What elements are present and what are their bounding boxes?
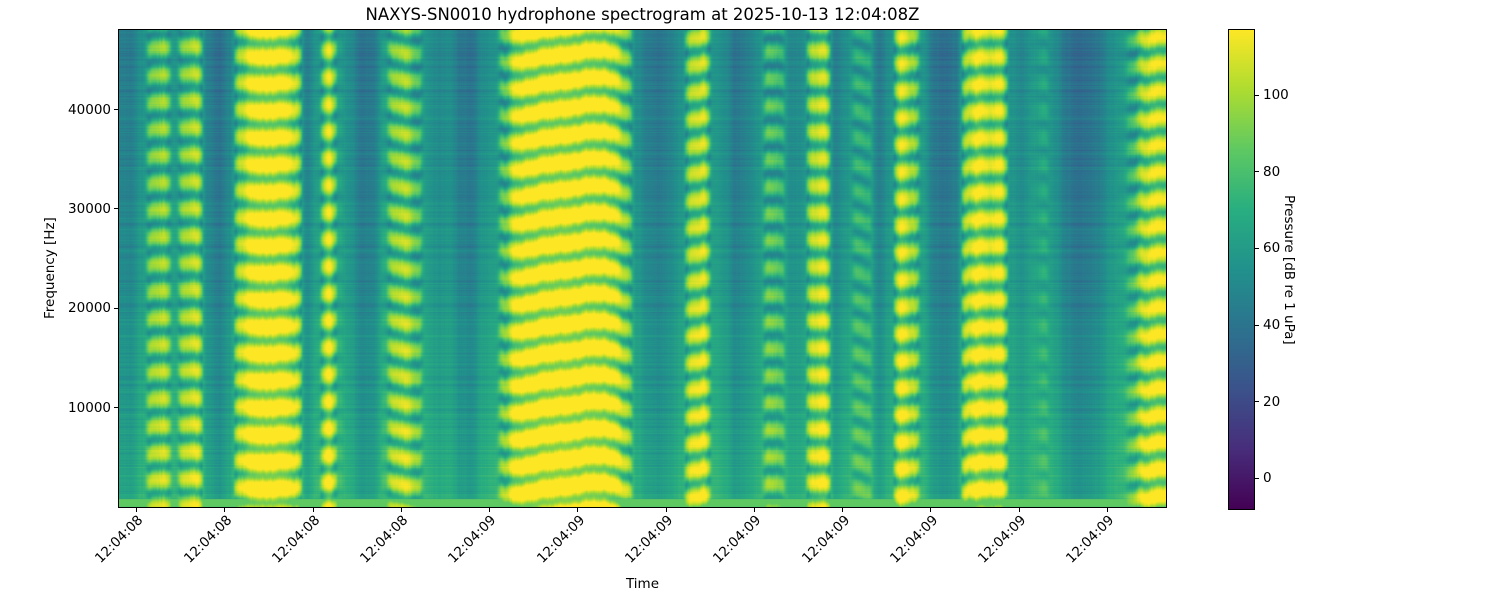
x-tick-mark bbox=[665, 508, 667, 512]
x-tick-mark bbox=[1018, 508, 1020, 512]
x-tick-label: 12:04:09 bbox=[975, 512, 1030, 567]
colorbar-tick-mark bbox=[1255, 94, 1259, 96]
x-tick-mark bbox=[224, 508, 226, 512]
x-tick-mark bbox=[930, 508, 932, 512]
colorbar-tick-mark bbox=[1255, 401, 1259, 403]
colorbar bbox=[1229, 30, 1254, 509]
y-tick-mark bbox=[114, 208, 118, 210]
colorbar-tick-label: 40 bbox=[1263, 317, 1281, 334]
y-tick-label: 10000 bbox=[68, 399, 111, 416]
y-tick-label: 30000 bbox=[68, 200, 111, 217]
x-tick-mark bbox=[489, 508, 491, 512]
x-tick-label: 12:04:09 bbox=[1063, 512, 1118, 567]
colorbar-tick-label: 0 bbox=[1263, 470, 1272, 487]
x-tick-mark bbox=[312, 508, 314, 512]
colorbar-tick-mark bbox=[1255, 171, 1259, 173]
y-tick-label: 20000 bbox=[68, 300, 111, 317]
x-tick-label: 12:04:09 bbox=[710, 512, 765, 567]
chart-title: NAXYS-SN0010 hydrophone spectrogram at 2… bbox=[365, 5, 920, 24]
x-axis-label: Time bbox=[625, 576, 660, 592]
x-tick-label: 12:04:09 bbox=[886, 512, 942, 567]
x-tick-label: 12:04:08 bbox=[268, 512, 324, 567]
x-tick-mark bbox=[577, 508, 579, 512]
x-tick-label: 12:04:09 bbox=[533, 512, 588, 567]
x-tick-mark bbox=[1106, 508, 1108, 512]
colorbar-label: Pressure [dB re 1 uPa] bbox=[1281, 194, 1297, 345]
colorbar-tick-label: 20 bbox=[1263, 393, 1281, 410]
y-tick-mark bbox=[114, 307, 118, 309]
x-tick-label: 12:04:09 bbox=[445, 512, 500, 567]
x-tick-label: 12:04:08 bbox=[180, 512, 235, 567]
x-tick-label: 12:04:09 bbox=[798, 512, 853, 567]
colorbar-tick-label: 100 bbox=[1263, 87, 1289, 104]
y-axis-label: Frequency [Hz] bbox=[42, 217, 58, 320]
x-tick-mark bbox=[400, 508, 402, 512]
x-tick-label: 12:04:08 bbox=[92, 512, 147, 567]
x-tick-mark bbox=[753, 508, 755, 512]
colorbar-tick-label: 80 bbox=[1263, 163, 1281, 180]
y-tick-label: 40000 bbox=[68, 101, 111, 118]
colorbar-tick-label: 60 bbox=[1263, 240, 1281, 257]
colorbar-tick-mark bbox=[1255, 324, 1259, 326]
x-tick-label: 12:04:08 bbox=[357, 512, 412, 567]
colorbar-tick-mark bbox=[1255, 247, 1259, 249]
x-tick-mark bbox=[842, 508, 844, 512]
x-tick-mark bbox=[136, 508, 137, 512]
x-tick-label: 12:04:09 bbox=[622, 512, 677, 567]
y-tick-mark bbox=[114, 407, 118, 409]
spectrogram-heatmap bbox=[119, 30, 1166, 507]
y-tick-mark bbox=[114, 109, 118, 110]
colorbar-tick-mark bbox=[1255, 477, 1259, 479]
